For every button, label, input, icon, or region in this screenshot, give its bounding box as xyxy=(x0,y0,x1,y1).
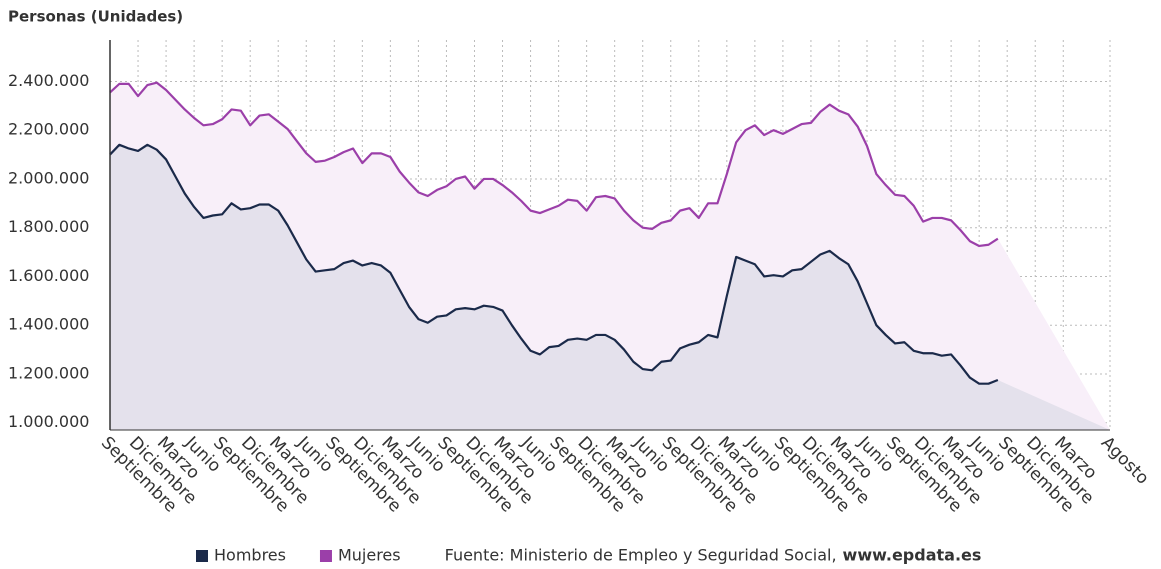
legend-swatch xyxy=(319,550,332,562)
y-tick-label: 1.600.000 xyxy=(8,266,89,285)
y-tick-label: 1.000.000 xyxy=(8,412,89,431)
source: Fuente: Ministerio de Empleo y Seguridad… xyxy=(445,546,837,565)
line xyxy=(109,81,999,248)
y-tick-label: 2.200.000 xyxy=(8,120,89,139)
y-tick-label: 2.400.000 xyxy=(8,71,89,90)
y-tick-label: 1.800.000 xyxy=(8,217,89,236)
y-tick-label: 2.000.000 xyxy=(8,168,89,187)
y-tick-label: 1.400.000 xyxy=(8,315,89,334)
source-site: www.epdata.es xyxy=(843,546,982,565)
line xyxy=(109,143,999,385)
legend-swatch xyxy=(196,550,208,562)
x-tick-label: Agosto xyxy=(1097,433,1153,489)
y-axis-title: Personas (Unidades) xyxy=(8,8,183,26)
area xyxy=(110,144,1110,430)
legend-label: Mujeres xyxy=(338,546,401,565)
legend-label: Hombres xyxy=(214,546,286,565)
y-tick-label: 1.200.000 xyxy=(8,363,89,382)
